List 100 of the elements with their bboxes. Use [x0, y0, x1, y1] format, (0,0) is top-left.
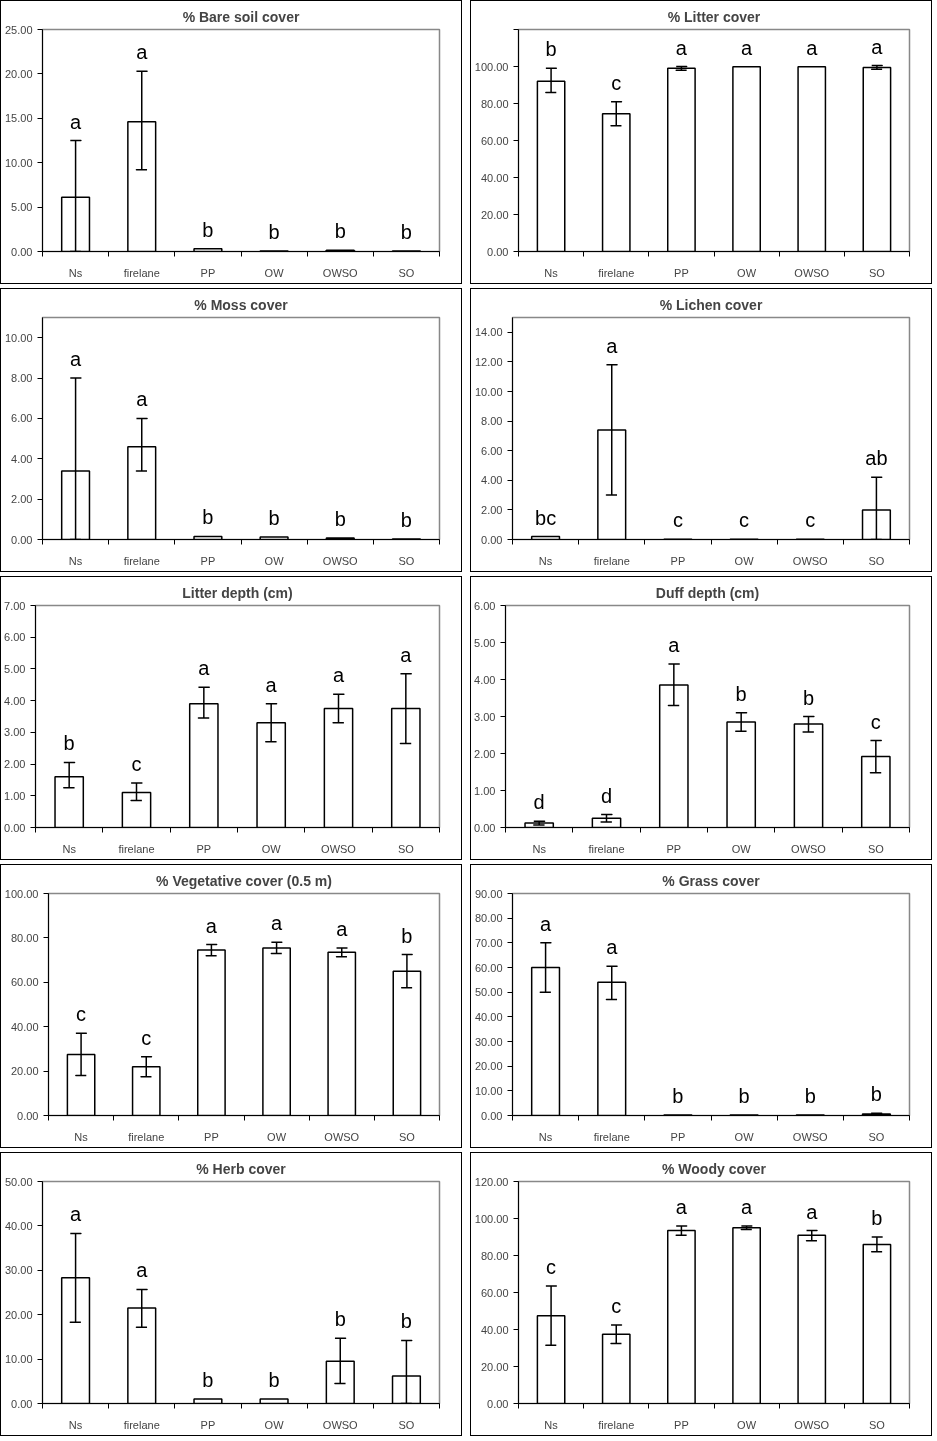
- y-tick-label: 0.00: [17, 1109, 39, 1122]
- x-tick-label: SO: [867, 842, 885, 855]
- y-tick-label: 30.00: [4, 1264, 33, 1277]
- x-tick-label: SO: [398, 1130, 416, 1143]
- x-tick-label: OW: [264, 554, 285, 567]
- x-tick-label: firelane: [123, 1418, 160, 1431]
- annotation: b: [804, 1085, 816, 1108]
- annotation: b: [268, 221, 280, 244]
- y-tick-label: 8.00: [481, 415, 503, 428]
- annotation: b: [268, 1369, 280, 1392]
- x-tick-label: firelane: [123, 266, 160, 279]
- y-tick-label: 50.00: [474, 986, 503, 999]
- y-tick-label: 2.00: [474, 747, 496, 760]
- annotation: a: [205, 914, 218, 937]
- x-tick-label: Ns: [68, 1418, 83, 1431]
- y-tick-label: 80.00: [10, 931, 39, 944]
- y-tick-label: 20.00: [480, 1360, 509, 1373]
- annotation: c: [611, 71, 622, 94]
- chart-title: % Bare soil cover: [182, 8, 300, 25]
- y-tick-label: 0.00: [11, 1397, 33, 1410]
- x-tick-label: Ns: [62, 842, 77, 855]
- x-tick-label: OWSO: [791, 842, 827, 855]
- x-tick-label: firelane: [588, 842, 625, 855]
- y-tick-label: 6.00: [474, 599, 496, 612]
- y-tick-label: 60.00: [474, 961, 503, 974]
- x-tick-label: Ns: [68, 554, 83, 567]
- annotation: b: [401, 924, 413, 947]
- y-tick-label: 80.00: [480, 1249, 509, 1262]
- y-tick-label: 2.00: [481, 503, 503, 516]
- x-tick-label: PP: [674, 266, 689, 279]
- annotation: b: [400, 221, 412, 244]
- x-tick-label: OWSO: [324, 1130, 360, 1143]
- x-tick-label: PP: [196, 842, 212, 855]
- y-tick-label: 0.00: [4, 821, 26, 834]
- y-tick-label: 40.00: [474, 1010, 503, 1023]
- x-tick-label: OW: [264, 1418, 285, 1431]
- y-tick-label: 3.00: [474, 710, 496, 723]
- annotation: c: [805, 509, 816, 532]
- y-tick-label: 25.00: [4, 23, 33, 36]
- chart-title: % Litter cover: [667, 8, 761, 25]
- annotation: bc: [535, 506, 557, 529]
- x-tick-label: OW: [261, 842, 282, 855]
- x-tick-label: firelane: [118, 842, 155, 855]
- y-tick-label: 0.00: [11, 245, 33, 258]
- annotation: b: [738, 1085, 750, 1108]
- annotation: b: [735, 682, 747, 705]
- x-tick-label: Ns: [68, 266, 83, 279]
- y-tick-label: 100.00: [474, 1212, 509, 1225]
- annotation: a: [70, 1203, 83, 1226]
- x-tick-label: PP: [200, 266, 216, 279]
- x-tick-label: OWSO: [322, 1418, 359, 1431]
- y-tick-label: 2.00: [4, 758, 26, 771]
- y-tick-label: 60.00: [480, 1286, 509, 1299]
- x-tick-label: PP: [670, 1130, 686, 1143]
- x-tick-label: SO: [398, 266, 415, 279]
- x-tick-label: SO: [398, 1418, 415, 1431]
- y-tick-label: 20.00: [4, 1308, 33, 1321]
- y-tick-label: 6.00: [4, 631, 26, 644]
- chart-title: % Vegetative cover (0.5 m): [156, 872, 332, 889]
- x-tick-label: PP: [200, 1418, 216, 1431]
- x-tick-label: Ns: [538, 554, 553, 567]
- y-tick-label: 90.00: [474, 887, 503, 900]
- annotation: a: [675, 1195, 688, 1218]
- x-tick-label: SO: [868, 266, 886, 279]
- annotation: a: [136, 388, 149, 411]
- annotation: b: [871, 1207, 883, 1229]
- y-tick-label: 4.00: [4, 694, 26, 707]
- y-tick-label: 40.00: [480, 171, 509, 184]
- x-tick-label: OWSO: [322, 266, 359, 279]
- y-tick-label: 4.00: [474, 673, 496, 686]
- annotation: a: [606, 334, 619, 357]
- annotation: a: [540, 912, 553, 935]
- annotation: a: [336, 917, 349, 940]
- y-tick-label: 4.00: [481, 474, 503, 487]
- x-tick-label: firelane: [598, 1418, 635, 1431]
- y-tick-label: 2.00: [11, 493, 33, 506]
- chart-title: % Grass cover: [662, 872, 761, 889]
- x-tick-label: firelane: [593, 1130, 630, 1143]
- y-tick-label: 12.00: [474, 355, 503, 368]
- chart-title: % Herb cover: [196, 1160, 287, 1177]
- x-tick-label: OW: [734, 554, 755, 567]
- x-tick-label: PP: [670, 554, 686, 567]
- y-tick-label: 10.00: [4, 331, 33, 344]
- y-tick-label: 0.00: [11, 533, 33, 546]
- annotation: a: [198, 657, 211, 680]
- annotation: b: [672, 1085, 684, 1108]
- annotation: b: [63, 732, 75, 755]
- y-tick-label: 6.00: [481, 444, 503, 457]
- y-tick-label: 10.00: [4, 156, 33, 169]
- annotation: a: [400, 643, 413, 666]
- x-tick-label: OW: [731, 842, 752, 855]
- annotation: a: [806, 36, 819, 59]
- y-tick-label: 8.00: [11, 372, 33, 385]
- x-tick-label: SO: [397, 842, 415, 855]
- y-tick-label: 0.00: [487, 245, 509, 258]
- annotation: d: [600, 784, 613, 807]
- chart-title: Duff depth (cm): [655, 584, 760, 601]
- annotation: b: [545, 38, 557, 61]
- annotation: a: [70, 110, 83, 133]
- y-tick-label: 5.00: [11, 201, 33, 214]
